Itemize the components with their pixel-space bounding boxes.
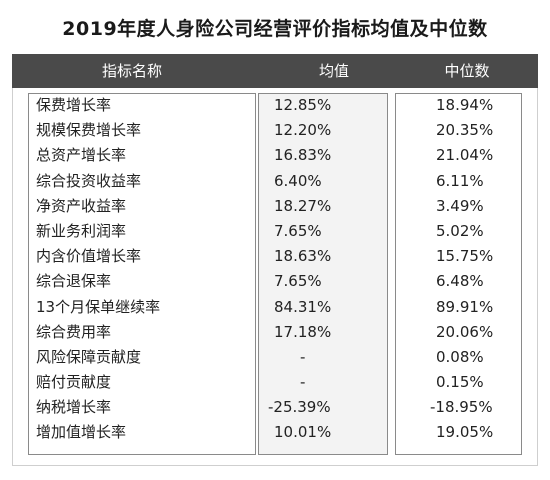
row-name: 综合费用率 xyxy=(36,322,112,341)
table-row: 保费增长率 12.85% 18.94% xyxy=(0,93,550,118)
row-median: 15.75% xyxy=(436,247,494,266)
row-name: 增加值增长率 xyxy=(36,423,127,442)
table-header: 指标名称 均值 中位数 xyxy=(12,54,538,88)
header-indicator-name: 指标名称 xyxy=(101,62,162,80)
row-average: -25.39% xyxy=(268,398,331,417)
row-median: 20.06% xyxy=(436,322,494,341)
table-row: 综合投资收益率 6.40% 6.11% xyxy=(0,169,550,194)
row-name: 总资产增长率 xyxy=(36,146,127,165)
table-row: 净资产收益率 18.27% 3.49% xyxy=(0,194,550,219)
row-average: 17.18% xyxy=(274,322,332,341)
row-average: 18.27% xyxy=(274,196,332,215)
row-name: 纳税增长率 xyxy=(36,398,112,417)
table-row: 13个月保单继续率 84.31% 89.91% xyxy=(0,295,550,320)
row-name: 保费增长率 xyxy=(36,96,112,114)
column-box-name xyxy=(28,93,256,455)
row-name: 赔付贡献度 xyxy=(36,373,112,392)
table-row: 规模保费增长率 12.20% 20.35% xyxy=(0,118,550,143)
row-average: 16.83% xyxy=(274,146,332,165)
table-row: 新业务利润率 7.65% 5.02% xyxy=(0,219,550,244)
table-title: 2019年度人身险公司经营评价指标均值及中位数 xyxy=(62,18,488,40)
row-name: 新业务利润率 xyxy=(36,221,127,240)
table-body: 保费增长率 12.85% 18.94% 规模保费增长率 12.20% 20.35… xyxy=(0,93,550,446)
table-row: 增加值增长率 10.01% 19.05% xyxy=(0,420,550,445)
row-average: 18.63% xyxy=(274,247,332,266)
table-row: 内含价值增长率 18.63% 15.75% xyxy=(0,244,550,269)
row-median: 0.08% xyxy=(436,347,484,366)
row-name: 综合退保率 xyxy=(36,272,112,291)
row-name: 内含价值增长率 xyxy=(36,247,142,266)
row-median: 19.05% xyxy=(436,423,494,442)
row-average: - xyxy=(300,347,306,366)
row-average: 12.85% xyxy=(274,96,332,114)
row-average: 7.65% xyxy=(274,272,322,291)
row-average: - xyxy=(300,373,306,392)
table-row: 赔付贡献度 - 0.15% xyxy=(0,370,550,395)
row-average: 7.65% xyxy=(274,221,322,240)
table-row: 综合退保率 7.65% 6.48% xyxy=(0,269,550,294)
row-median: 6.11% xyxy=(436,171,484,190)
row-median: 18.94% xyxy=(436,96,494,114)
row-median: 3.49% xyxy=(436,196,484,215)
row-median: 5.02% xyxy=(436,221,484,240)
row-name: 净资产收益率 xyxy=(36,196,127,215)
row-median: 89.91% xyxy=(436,297,494,316)
table-row: 综合费用率 17.18% 20.06% xyxy=(0,320,550,345)
row-name: 13个月保单继续率 xyxy=(36,297,161,316)
row-average: 10.01% xyxy=(274,423,332,442)
table-row: 总资产增长率 16.83% 21.04% xyxy=(0,143,550,168)
column-box-median xyxy=(395,93,522,455)
row-median: 20.35% xyxy=(436,121,494,140)
column-box-average xyxy=(258,93,388,455)
row-average: 84.31% xyxy=(274,297,332,316)
row-name: 风险保障贡献度 xyxy=(36,347,142,366)
row-median: -18.95% xyxy=(430,398,493,417)
header-average: 均值 xyxy=(318,62,349,80)
table-row: 纳税增长率 -25.39% -18.95% xyxy=(0,395,550,420)
row-median: 6.48% xyxy=(436,272,484,291)
row-median: 21.04% xyxy=(436,146,494,165)
row-median: 0.15% xyxy=(436,373,484,392)
row-average: 6.40% xyxy=(274,171,322,190)
header-median: 中位数 xyxy=(444,62,490,80)
row-average: 12.20% xyxy=(274,121,332,140)
row-name: 规模保费增长率 xyxy=(36,121,142,140)
row-name: 综合投资收益率 xyxy=(36,171,142,190)
table-row: 风险保障贡献度 - 0.08% xyxy=(0,345,550,370)
